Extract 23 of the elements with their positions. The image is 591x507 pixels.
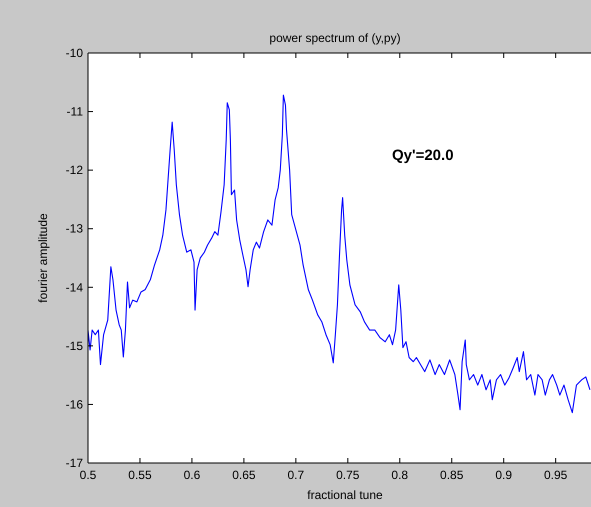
y-tick-label: -10 (66, 46, 84, 60)
x-tick-label: 0.65 (232, 468, 256, 482)
y-tick-label: -16 (66, 397, 84, 412)
x-tick-label: 0.6 (184, 468, 201, 482)
x-tick-label: 0.95 (544, 468, 568, 482)
y-tick-label: -13 (66, 222, 84, 236)
y-tick-label: -15 (66, 338, 84, 353)
x-tick-label: 0.9 (495, 468, 512, 482)
x-tick-label: 0.5 (80, 468, 97, 482)
annotation: Qy'=20.0 (392, 147, 454, 164)
x-axis-title: fractional tune (307, 488, 384, 502)
y-axis-title: fourier amplitude (36, 212, 50, 303)
x-tick-label: 0.85 (440, 468, 464, 482)
x-tick-label: 0.8 (391, 468, 408, 482)
y-tick-label: -17 (66, 456, 84, 470)
x-tick-label: 0.7 (288, 468, 305, 482)
chart-title: power spectrum of (y,py) (269, 31, 401, 45)
line-series (88, 94, 591, 414)
y-tick-label: -12 (66, 163, 84, 178)
x-tick-label: 0.75 (336, 468, 360, 482)
y-tick-label: -14 (66, 280, 84, 294)
y-tick-label: -11 (66, 104, 84, 119)
x-tick-label: 0.55 (128, 468, 152, 482)
